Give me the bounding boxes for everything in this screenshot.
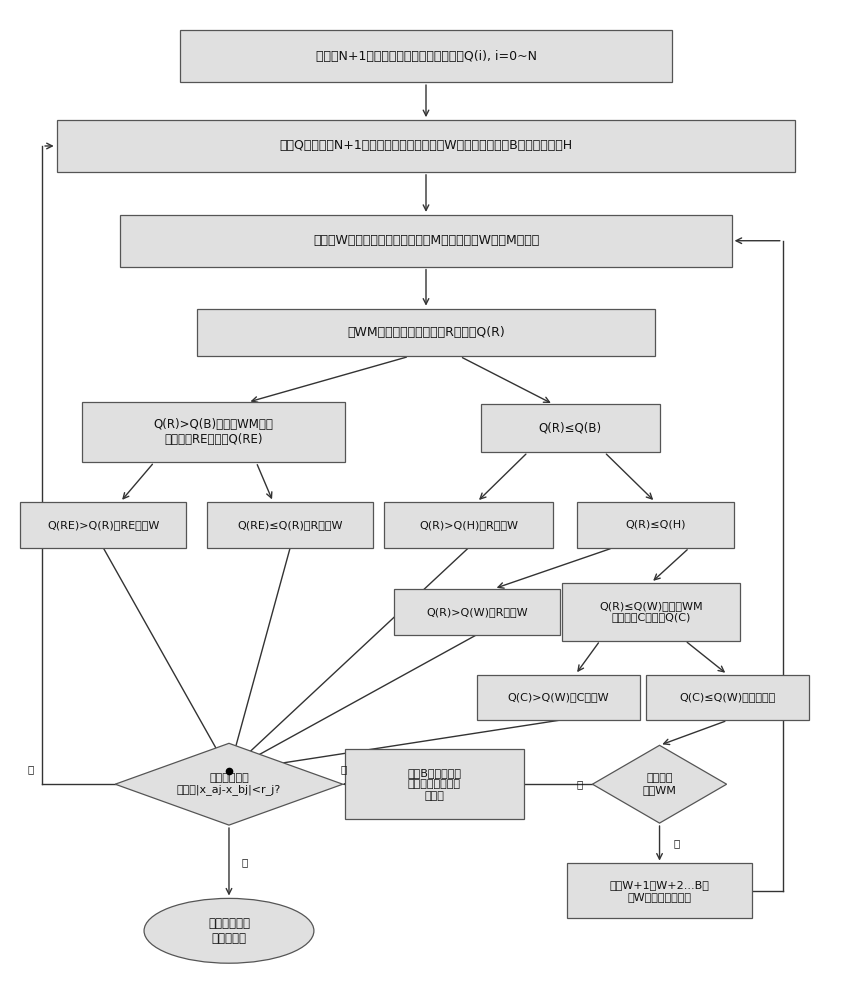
FancyBboxPatch shape (394, 589, 560, 635)
Text: 否: 否 (341, 764, 347, 774)
FancyBboxPatch shape (646, 675, 809, 720)
Text: 拟合除W外的所有点的中心，设为M，并产生由W指向M的向量: 拟合除W外的所有点的中心，设为M，并产生由W指向M的向量 (313, 234, 539, 247)
Polygon shape (115, 743, 343, 825)
Text: Q(R)≤Q(W)，拟合WM
的收缩点C，评价Q(C): Q(R)≤Q(W)，拟合WM 的收缩点C，评价Q(C) (599, 601, 703, 622)
Text: Q(RE)>Q(R)，RE取代W: Q(RE)>Q(R)，RE取代W (47, 520, 159, 530)
Text: 选择W+1，W+2...B取
代W点重新建立向量: 选择W+1，W+2...B取 代W点重新建立向量 (609, 880, 710, 902)
Text: Q(R)≤Q(H): Q(R)≤Q(H) (625, 520, 686, 530)
FancyBboxPatch shape (561, 583, 740, 641)
Text: Q(R)>Q(W)，R取代W: Q(R)>Q(W)，R取代W (426, 607, 527, 617)
Text: 否: 否 (577, 779, 583, 789)
FancyBboxPatch shape (180, 30, 672, 82)
FancyBboxPatch shape (207, 502, 373, 548)
Text: 迭代结束，返
回匀场电流: 迭代结束，返 回匀场电流 (208, 917, 250, 945)
Text: 是否旋转
向量WM: 是否旋转 向量WM (642, 773, 676, 795)
FancyBboxPatch shape (477, 675, 640, 720)
FancyBboxPatch shape (197, 309, 655, 356)
FancyBboxPatch shape (481, 404, 659, 452)
Text: 是: 是 (673, 838, 680, 848)
FancyBboxPatch shape (20, 502, 186, 548)
Text: Q(R)>Q(H)，R取代W: Q(R)>Q(H)，R取代W (419, 520, 518, 530)
Text: Q(R)>Q(B)，拟合WM方向
的扩展点RE，评价Q(RE): Q(R)>Q(B)，拟合WM方向 的扩展点RE，评价Q(RE) (153, 418, 273, 446)
Ellipse shape (144, 898, 314, 963)
Text: 判断迭代是否
收敛：|x_aj-x_bj|<r_j?: 判断迭代是否 收敛：|x_aj-x_bj|<r_j? (177, 773, 281, 795)
Polygon shape (592, 745, 727, 823)
FancyBboxPatch shape (82, 402, 345, 462)
FancyBboxPatch shape (567, 863, 752, 918)
Text: Q(R)≤Q(B): Q(R)≤Q(B) (538, 422, 602, 435)
Text: Q(RE)≤Q(R)，R取代W: Q(RE)≤Q(R)，R取代W (238, 520, 343, 530)
FancyBboxPatch shape (120, 215, 732, 267)
Text: 否: 否 (28, 764, 34, 774)
Text: 沿WM向量方向拟合反射点R，评价Q(R): 沿WM向量方向拟合反射点R，评价Q(R) (347, 326, 505, 339)
FancyBboxPatch shape (345, 749, 524, 819)
FancyBboxPatch shape (56, 120, 796, 172)
Text: 采用B点进行全收
缩，收缩点取代原
来各点: 采用B点进行全收 缩，收缩点取代原 来各点 (407, 768, 462, 801)
Text: 是: 是 (241, 857, 247, 867)
Text: 依据Q大小排序N+1个点，其中数值最小设为W、数值最大设为B、中间点设为H: 依据Q大小排序N+1个点，其中数值最小设为W、数值最大设为B、中间点设为H (279, 139, 573, 152)
Text: 初始化N+1个空间点，并拟合各点评价值Q(i), i=0~N: 初始化N+1个空间点，并拟合各点评价值Q(i), i=0~N (315, 50, 537, 63)
FancyBboxPatch shape (577, 502, 734, 548)
Text: Q(C)>Q(W)，C取代W: Q(C)>Q(W)，C取代W (508, 692, 609, 702)
Text: Q(C)≤Q(W)，无更新点: Q(C)≤Q(W)，无更新点 (679, 692, 775, 702)
FancyBboxPatch shape (383, 502, 554, 548)
